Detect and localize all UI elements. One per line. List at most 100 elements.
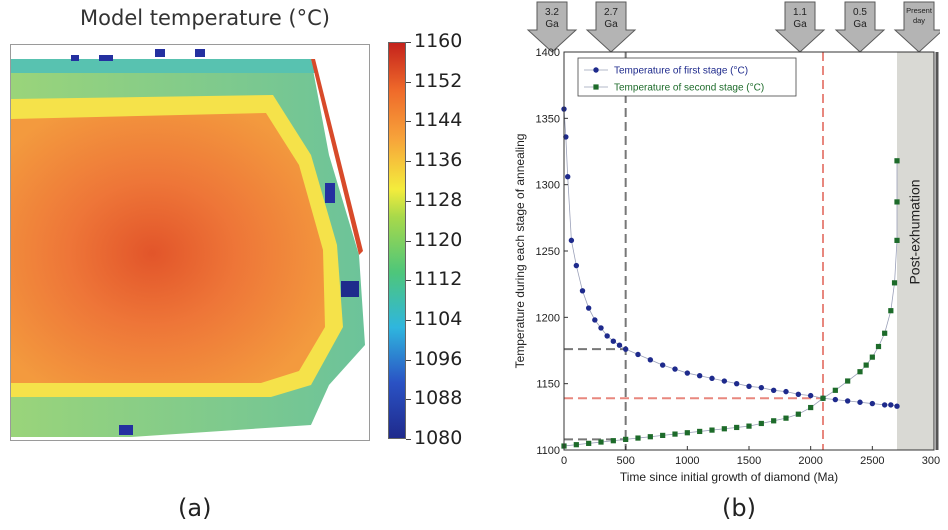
data-point-second-stage (882, 330, 888, 336)
data-point-first-stage (579, 288, 586, 294)
x-tick-label: 1000 (675, 455, 699, 467)
colorbar-tick-label: 1080 (414, 427, 463, 449)
colorbar-tick (406, 359, 411, 361)
legend-marker-square (593, 84, 599, 90)
data-point-second-stage (875, 343, 882, 350)
arrow-label: 3.2 (545, 7, 559, 18)
data-point-first-stage (888, 402, 894, 408)
data-point-second-stage (635, 435, 641, 441)
y-tick-label: 1400 (536, 47, 560, 59)
data-point-second-stage (709, 427, 715, 433)
data-point-second-stage (610, 438, 616, 444)
blue-spot (341, 281, 359, 297)
data-point-second-stage (734, 424, 740, 431)
data-point-second-stage (888, 308, 894, 314)
arrow-shape (585, 1, 637, 53)
colorbar-tick-label: 1104 (414, 307, 463, 330)
plot-frame (563, 51, 935, 451)
cyan-strip (11, 59, 315, 73)
colorbar-tick-label: 1120 (414, 228, 463, 251)
data-point-second-stage (894, 158, 900, 164)
arrow-shape (834, 1, 886, 53)
arrow-label: Ga (604, 19, 618, 30)
temperature-heatmap (10, 44, 370, 441)
data-point-second-stage (894, 237, 900, 243)
blue-spot (325, 183, 335, 203)
y-axis-label: Temperature during each stage of anneali… (513, 134, 527, 369)
colorbar-tick (406, 121, 411, 123)
arrow-label: 2.7 (604, 7, 618, 18)
colorbar-tick-label: 1144 (414, 109, 463, 132)
data-point-first-stage (696, 373, 703, 379)
data-point-first-stage (659, 362, 666, 368)
data-point-second-stage (857, 369, 863, 375)
data-point-second-stage (721, 426, 727, 432)
data-point-first-stage (857, 399, 863, 405)
y-tick-label: 1300 (536, 180, 560, 192)
data-point-second-stage (795, 411, 801, 417)
data-point-second-stage (894, 199, 900, 205)
data-point-first-stage (807, 392, 814, 399)
red-edge (311, 59, 363, 255)
arrow-label: day (913, 16, 925, 25)
data-point-first-stage (733, 380, 740, 387)
data-point-first-stage (585, 305, 592, 311)
colorbar-tick (406, 240, 411, 242)
arrow-label: Present (906, 6, 933, 15)
data-point-first-stage (616, 342, 623, 348)
blue-spot (195, 49, 205, 57)
blue-spot (119, 425, 133, 435)
data-point-second-stage (832, 387, 838, 393)
arrow-shape (774, 1, 826, 53)
data-point-second-stage (672, 431, 678, 437)
data-point-first-stage (565, 174, 571, 180)
data-point-second-stage (891, 280, 898, 286)
x-tick-label: 2500 (860, 455, 884, 467)
data-point-second-stage (697, 428, 703, 435)
arrow-label: Ga (545, 19, 559, 30)
data-point-first-stage (610, 338, 617, 344)
data-point-second-stage (758, 420, 764, 427)
data-point-second-stage (783, 415, 789, 421)
data-point-first-stage (568, 237, 575, 244)
legend-label: Temperature of first stage (°C) (614, 66, 748, 77)
data-point-first-stage (622, 346, 629, 352)
data-point-second-stage (660, 432, 666, 439)
data-point-first-stage (709, 375, 715, 382)
blue-spot (71, 55, 79, 61)
colorbar-tick (406, 161, 411, 163)
data-point-first-stage (563, 134, 569, 140)
data-point-first-stage (758, 384, 765, 391)
x-tick-label: 0 (561, 455, 567, 467)
y-tick-label: 1350 (536, 113, 560, 125)
data-point-first-stage (573, 262, 580, 269)
heatmap-title: Model temperature (°C) (80, 6, 330, 30)
data-point-second-stage (771, 418, 777, 424)
colorbar-tick-label: 1128 (414, 188, 463, 211)
colorbar-tick (406, 200, 411, 202)
arrow-label: Ga (793, 19, 807, 30)
x-tick-label: 1500 (737, 455, 761, 467)
data-point-second-stage (863, 362, 869, 368)
data-point-first-stage (604, 333, 610, 339)
series-trend-line (563, 109, 898, 407)
data-point-second-stage (746, 423, 752, 429)
colorbar-tick-label: 1136 (414, 149, 463, 172)
data-point-second-stage (845, 378, 851, 384)
data-point-first-stage (592, 317, 598, 323)
legend-marker-circle (593, 67, 599, 73)
colorbar-tick (406, 42, 411, 43)
colorbar-tick-label: 1152 (414, 69, 463, 92)
colorbar-tick (406, 439, 411, 440)
colorbar-tick-label: 1088 (414, 387, 463, 410)
x-tick-label: 500 (616, 455, 634, 467)
data-point-second-stage (808, 404, 814, 411)
y-tick-label: 1250 (536, 246, 560, 258)
y-tick-label: 1150 (536, 379, 560, 391)
colorbar-tick (406, 399, 411, 401)
colorbar-tick (406, 319, 411, 321)
x-tick-label: 2000 (798, 455, 822, 467)
data-point-second-stage (586, 440, 592, 446)
